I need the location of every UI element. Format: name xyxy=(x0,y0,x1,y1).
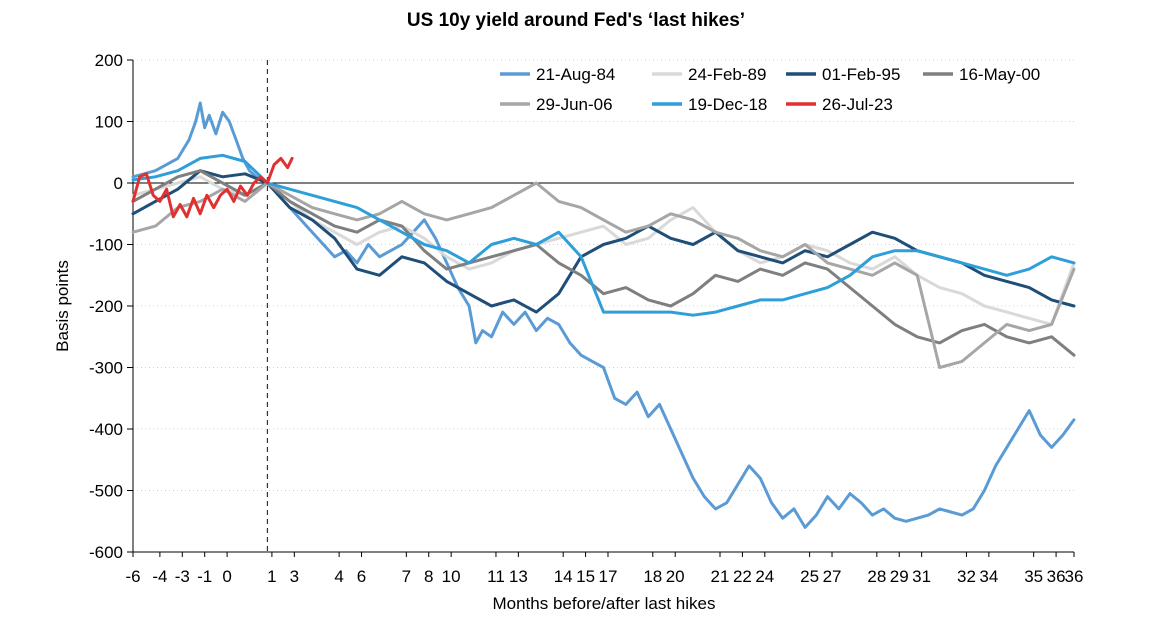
y-tick-label: -400 xyxy=(89,420,123,439)
x-tick-label: 13 xyxy=(509,567,528,586)
x-tick-label: 25 xyxy=(800,567,819,586)
series-line-16-May-00 xyxy=(131,169,1076,357)
y-tick-label: 200 xyxy=(95,51,123,70)
legend-label: 26-Jul-23 xyxy=(822,95,893,114)
legend-label: 21-Aug-84 xyxy=(536,65,615,84)
y-axis-ticks: 200 100 0 -100 -200 -300 -400 -500 -600 xyxy=(89,51,133,562)
x-tick-label: 36 xyxy=(1065,567,1084,586)
x-tick-label: 29 xyxy=(890,567,909,586)
y-tick-label: -200 xyxy=(89,297,123,316)
x-tick-label: 20 xyxy=(666,567,685,586)
x-tick-label: 8 xyxy=(424,567,433,586)
y-tick-label: 0 xyxy=(114,174,123,193)
x-tick-label: 24 xyxy=(755,567,774,586)
axes xyxy=(132,60,1074,553)
series-line-24-Feb-89 xyxy=(131,175,1076,326)
x-tick-label: 32 xyxy=(957,567,976,586)
x-tick-label: 1 xyxy=(267,567,276,586)
x-tick-label: -1 xyxy=(197,567,212,586)
y-tick-label: -300 xyxy=(89,359,123,378)
chart-title: US 10y yield around Fed's ‘last hikes’ xyxy=(407,10,745,31)
series-lines xyxy=(131,101,1076,529)
legend: 21-Aug-84 24-Feb-89 01-Feb-95 16-May-00 29-J… xyxy=(500,65,1040,114)
x-tick-label: 28 xyxy=(867,567,886,586)
x-tick-label: 6 xyxy=(357,567,366,586)
y-tick-label: 100 xyxy=(95,113,123,132)
y-axis-label: Basis points xyxy=(53,260,72,352)
x-tick-label: 17 xyxy=(599,567,618,586)
legend-label: 01-Feb-95 xyxy=(822,65,900,84)
x-tick-label: 15 xyxy=(576,567,595,586)
gridlines xyxy=(133,59,1074,491)
x-tick-label: 3 xyxy=(290,567,299,586)
x-axis-label: Months before/after last hikes xyxy=(492,594,715,613)
x-tick-label: 11 xyxy=(487,567,505,586)
x-tick-label: 22 xyxy=(733,567,752,586)
x-tick-label: 35 xyxy=(1024,567,1043,586)
legend-label: 24-Feb-89 xyxy=(688,65,766,84)
series-line-29-Jun-06 xyxy=(131,181,1076,369)
x-tick-label: 34 xyxy=(979,567,998,586)
x-tick-label: 4 xyxy=(334,567,343,586)
series-line-19-Dec-18 xyxy=(131,153,1076,317)
legend-label: 16-May-00 xyxy=(959,65,1040,84)
x-tick-label: 10 xyxy=(442,567,461,586)
x-tick-label: -6 xyxy=(125,567,140,586)
series-line-01-Feb-95 xyxy=(131,169,1076,314)
series-line-21-Aug-84 xyxy=(131,101,1076,529)
x-axis-ticks: -6 -4 -3 -1 0 1 3 4 6 7 8 10 11 13 14 15 17 18 20 21 22 24 25 2… xyxy=(125,552,1083,586)
x-tick-label: 21 xyxy=(711,567,730,586)
legend-label: 29-Jun-06 xyxy=(536,95,613,114)
x-tick-label: 36 xyxy=(1047,567,1066,586)
x-tick-label: 7 xyxy=(402,567,411,586)
y-tick-label: -100 xyxy=(89,236,123,255)
x-tick-label: -4 xyxy=(152,567,167,586)
x-tick-label: 18 xyxy=(643,567,662,586)
y-tick-label: -500 xyxy=(89,482,123,501)
x-tick-label: 0 xyxy=(222,567,231,586)
x-tick-label: 31 xyxy=(912,567,931,586)
legend-label: 19-Dec-18 xyxy=(688,95,767,114)
y-tick-label: -600 xyxy=(89,543,123,562)
x-tick-label: 14 xyxy=(554,567,573,586)
x-tick-label: -3 xyxy=(175,567,190,586)
series-line-26-Jul-23 xyxy=(131,156,294,219)
x-tick-label: 27 xyxy=(823,567,842,586)
